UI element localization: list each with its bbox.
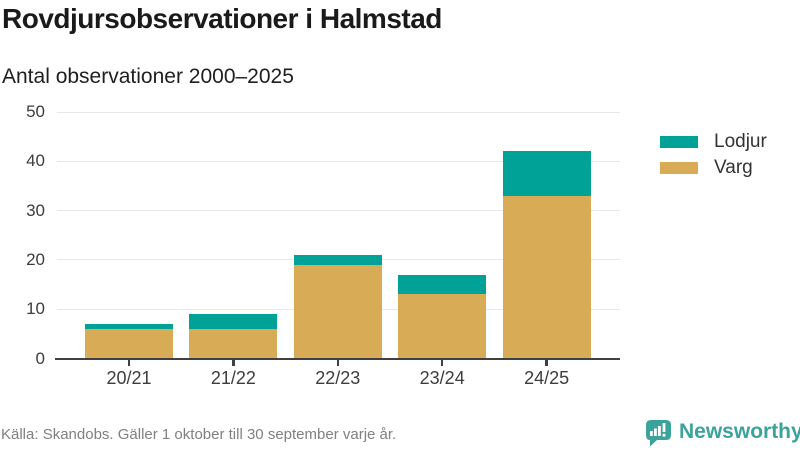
bar-20-21-lodjur [85,324,173,329]
newsworthy-bubble-chart-icon [646,420,671,447]
y-axis-label: 10 [26,299,45,319]
legend-item-varg: Varg [660,157,767,179]
x-axis-tick [232,360,235,366]
x-axis-label: 22/23 [315,368,361,388]
legend-item-lodjur: Lodjur [660,131,767,153]
x-axis-tick [545,360,548,366]
x-axis-tick [336,360,340,366]
y-axis-label: 40 [26,151,45,171]
legend: Lodjur Varg [660,131,767,183]
bar-23-24-varg [398,294,487,359]
bar-23-24-lodjur [398,274,487,295]
y-axis-label: 30 [26,200,45,220]
newsworthy-logo[interactable]: Newsworthy [645,419,800,448]
x-axis-line [55,357,620,360]
gridline-40 [57,160,620,162]
legend-label-varg: Varg [714,157,753,178]
x-axis-label: 21/22 [210,368,256,388]
legend-swatch-lodjur [660,136,698,148]
bar-20-21-varg [85,328,173,359]
bar-24-25-varg [502,195,591,359]
x-axis-tick [127,360,131,366]
bar-21-22-varg [189,328,278,359]
source-note: Källa: Skandobs. Gäller 1 oktober till 3… [1,426,397,443]
bar-22-23-lodjur [293,255,382,265]
x-axis-label: 20/21 [106,368,152,388]
chart-title: Rovdjursobservationer i Halmstad [2,3,442,34]
x-axis-label: 23/24 [419,368,465,388]
y-axis-label: 0 [35,348,45,368]
legend-swatch-varg [660,162,698,174]
bar-24-25-lodjur [502,151,591,196]
gridline-50 [57,111,620,113]
x-axis-label: 24/25 [524,368,570,388]
y-axis-label: 20 [26,249,45,269]
bar-21-22-lodjur [189,314,278,329]
chart-subtitle: Antal observationer 2000–2025 [2,65,294,88]
legend-label-lodjur: Lodjur [714,131,767,152]
x-axis-tick [440,360,444,366]
newsworthy-wordmark: Newsworthy [679,420,800,443]
gridline-30 [57,210,620,212]
y-axis-label: 50 [26,102,45,121]
bar-22-23-varg [293,264,382,359]
